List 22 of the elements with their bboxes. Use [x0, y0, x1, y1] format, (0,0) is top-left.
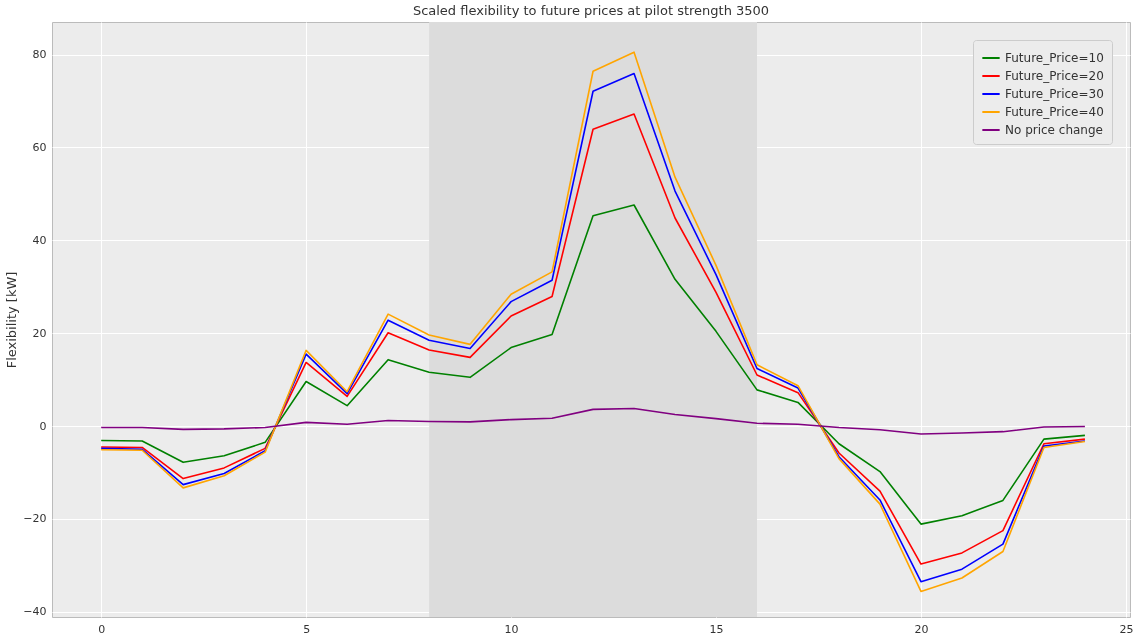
legend-label: Future_Price=30	[1005, 87, 1104, 101]
x-tick-label: 10	[504, 622, 519, 636]
legend-label: No price change	[1005, 123, 1103, 137]
legend-label: Future_Price=20	[1005, 69, 1104, 83]
y-tick-label: 0	[39, 419, 47, 433]
y-tick-label: 80	[32, 48, 47, 62]
y-tick-label: 40	[32, 233, 47, 247]
line-series	[100, 407, 1086, 435]
x-tick-label: 20	[914, 622, 929, 636]
chart-title: Scaled flexibility to future prices at pilot strength 3500	[412, 3, 770, 18]
y-tick-label: 60	[32, 140, 47, 154]
x-tick-label: 5	[303, 622, 311, 636]
x-tick-label: 15	[709, 622, 724, 636]
y-tick-label: −20	[23, 512, 47, 526]
y-axis-title: Flexibility [kW]	[4, 271, 20, 369]
line-series	[100, 204, 1086, 525]
y-tick-label: 20	[32, 326, 47, 340]
x-tick-label: 25	[1119, 622, 1134, 636]
legend-label: Future_Price=40	[1005, 105, 1104, 119]
y-tick-label: −40	[23, 605, 47, 619]
x-tick-label: 0	[98, 622, 106, 636]
legend-label: Future_Price=10	[1005, 51, 1104, 65]
